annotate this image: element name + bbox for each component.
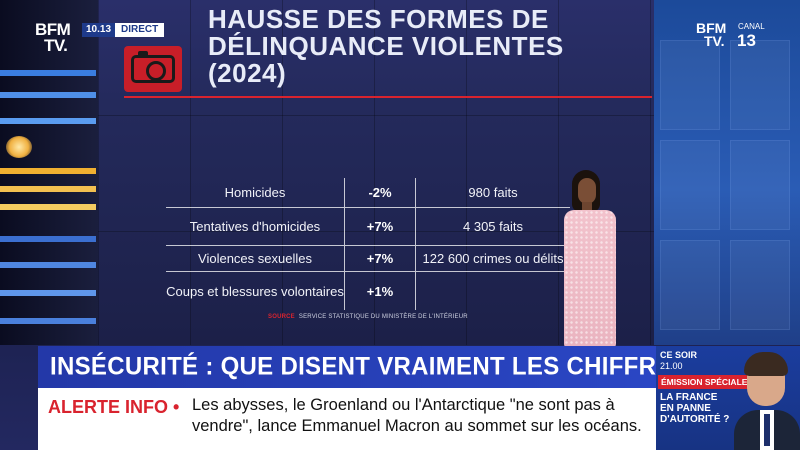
canal-logo: BFM TV. CANAL 13 <box>696 20 772 52</box>
studio-left-wall <box>0 0 100 345</box>
wall-panel <box>660 140 720 230</box>
stats-change: +1% <box>344 272 416 310</box>
canal-logo-bottom: TV. <box>704 33 725 49</box>
led-stripe <box>0 70 96 76</box>
stats-category: Violences sexuelles <box>198 251 312 266</box>
source-text: SERVICE STATISTIQUE DU MINISTÈRE DE L'IN… <box>298 314 468 320</box>
live-clock: 10.13 DIRECT <box>82 23 165 37</box>
title-line: (2024) <box>208 58 287 88</box>
led-stripe <box>0 236 96 242</box>
screen-title: HAUSSE DES FORMES DE DÉLINQUANCE VIOLENT… <box>208 6 628 87</box>
studio-right-wall <box>650 0 800 345</box>
led-stripe <box>0 290 96 296</box>
stats-value: 980 faits <box>468 185 518 200</box>
promo-show-title: LA FRANCE EN PANNE D'AUTORITÉ ? <box>660 392 730 425</box>
canal-logo-top: BFM <box>696 20 727 36</box>
source-note: SOURCE SERVICE STATISTIQUE DU MINISTÈRE D… <box>268 314 468 320</box>
video-wall-screen <box>98 0 654 345</box>
guest-photo <box>734 348 800 450</box>
stats-row: Tentatives d'homicides +7% 4 305 faits <box>166 208 570 246</box>
led-stripe <box>0 118 96 124</box>
video-wall-grid <box>98 0 654 345</box>
stats-row: Homicides -2% 980 faits <box>166 178 570 208</box>
studio-light <box>6 136 32 158</box>
guest-hair <box>744 352 788 376</box>
promo-special-badge: ÉMISSION SPÉCIALE <box>658 375 751 389</box>
wall-panel <box>730 240 790 330</box>
source-label: SOURCE <box>268 314 295 320</box>
stats-change: +7% <box>344 246 416 271</box>
logo-top: BFM <box>35 20 71 39</box>
wall-panel <box>730 140 790 230</box>
presenter-neck <box>582 202 592 212</box>
stats-row: Violences sexuelles +7% 122 600 crimes o… <box>166 246 570 272</box>
camera-icon <box>131 51 175 83</box>
alert-text: Les abysses, le Groenland ou l'Antarctiq… <box>192 396 642 435</box>
bfmtv-logo: BFM TV. <box>35 20 79 55</box>
stats-row: Coups et blessures volontaires +1% <box>166 272 570 310</box>
guest-tie <box>764 414 770 446</box>
stats-category: Tentatives d'homicides <box>189 219 321 234</box>
stats-change: -2% <box>344 178 416 207</box>
title-line: DÉLINQUANCE VIOLENTES <box>208 31 564 61</box>
led-stripe <box>0 186 96 192</box>
clock-time: 10.13 <box>82 23 116 37</box>
stats-change: +7% <box>344 208 416 245</box>
title-line: HAUSSE DES FORMES DE <box>208 4 549 34</box>
camera-badge <box>124 46 182 92</box>
stats-value: 122 600 crimes ou délits <box>422 251 564 266</box>
stats-category: Homicides <box>224 185 286 200</box>
logo-bottom: TV. <box>44 36 68 55</box>
promo-hour: 21.00 <box>660 361 683 371</box>
headline-text: INSÉCURITÉ : QUE DISENT VRAIMENT LES CHI… <box>50 352 711 381</box>
canal-number: 13 <box>737 31 756 50</box>
wall-panel <box>730 40 790 130</box>
alert-ticker: ALERTE INFO • Les abysses, le Groenland … <box>38 388 656 450</box>
stats-table: Homicides -2% 980 faits Tentatives d'hom… <box>166 178 570 310</box>
alert-label: ALERTE INFO • <box>48 397 180 417</box>
presenter-dress <box>564 210 616 348</box>
presenter <box>552 168 632 348</box>
led-stripe <box>0 318 96 324</box>
wall-panel <box>660 40 720 130</box>
led-stripe <box>0 168 96 174</box>
wall-panel <box>660 240 720 330</box>
headline-banner: INSÉCURITÉ : QUE DISENT VRAIMENT LES CHI… <box>38 346 711 388</box>
title-divider <box>124 96 652 98</box>
live-badge: DIRECT <box>115 23 165 37</box>
presenter-face <box>578 178 596 204</box>
led-stripe <box>0 262 96 268</box>
stats-category: Coups et blessures volontaires <box>166 283 344 299</box>
stats-value: 4 305 faits <box>463 219 523 234</box>
canal-label: CANAL <box>738 22 765 31</box>
led-stripe <box>0 92 96 98</box>
led-stripe <box>0 204 96 210</box>
canal-logo-mark: BFM TV. <box>696 20 727 49</box>
promo-tonight: CE SOIR <box>660 350 698 360</box>
